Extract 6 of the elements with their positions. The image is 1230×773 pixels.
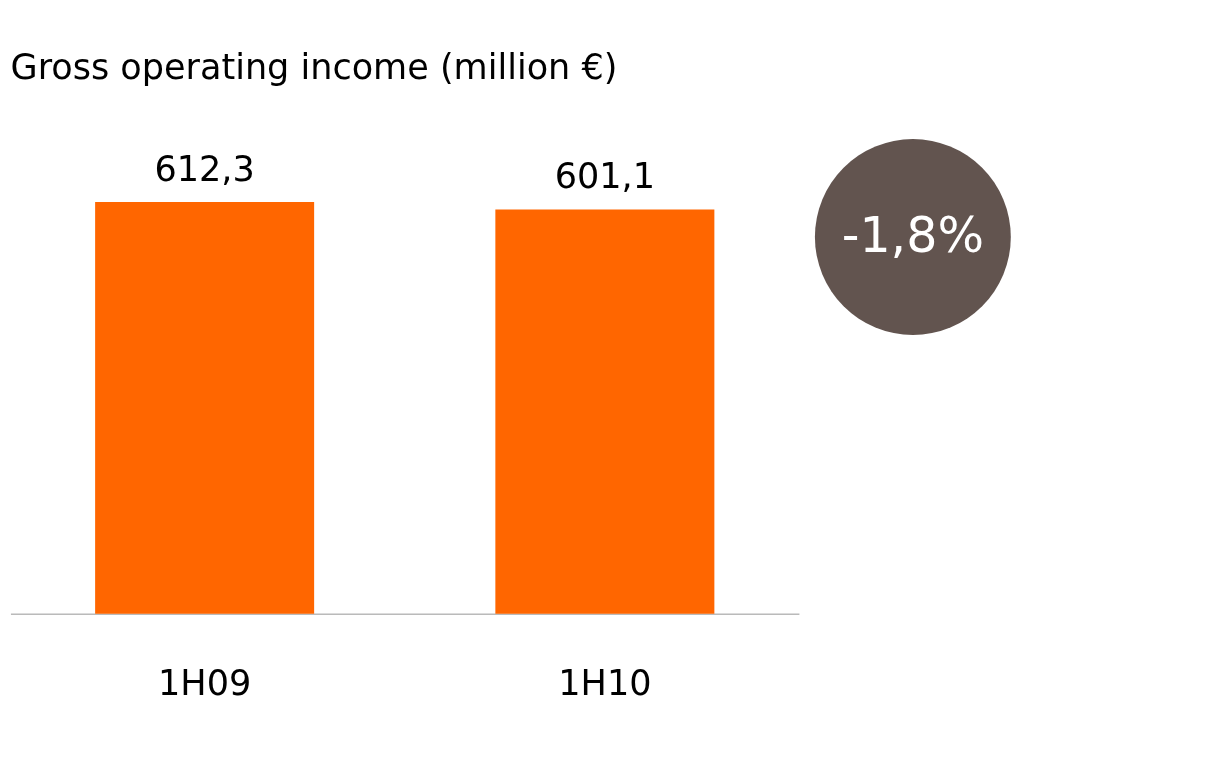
x-tick-label: 1H09: [158, 661, 252, 703]
x-tick-label: 1H10: [558, 661, 652, 703]
data-label: 612,3: [154, 147, 255, 189]
chart-title: Gross operating income (million €): [10, 46, 618, 88]
data-label: 601,1: [554, 155, 656, 197]
text: -1,8%: [841, 205, 985, 264]
